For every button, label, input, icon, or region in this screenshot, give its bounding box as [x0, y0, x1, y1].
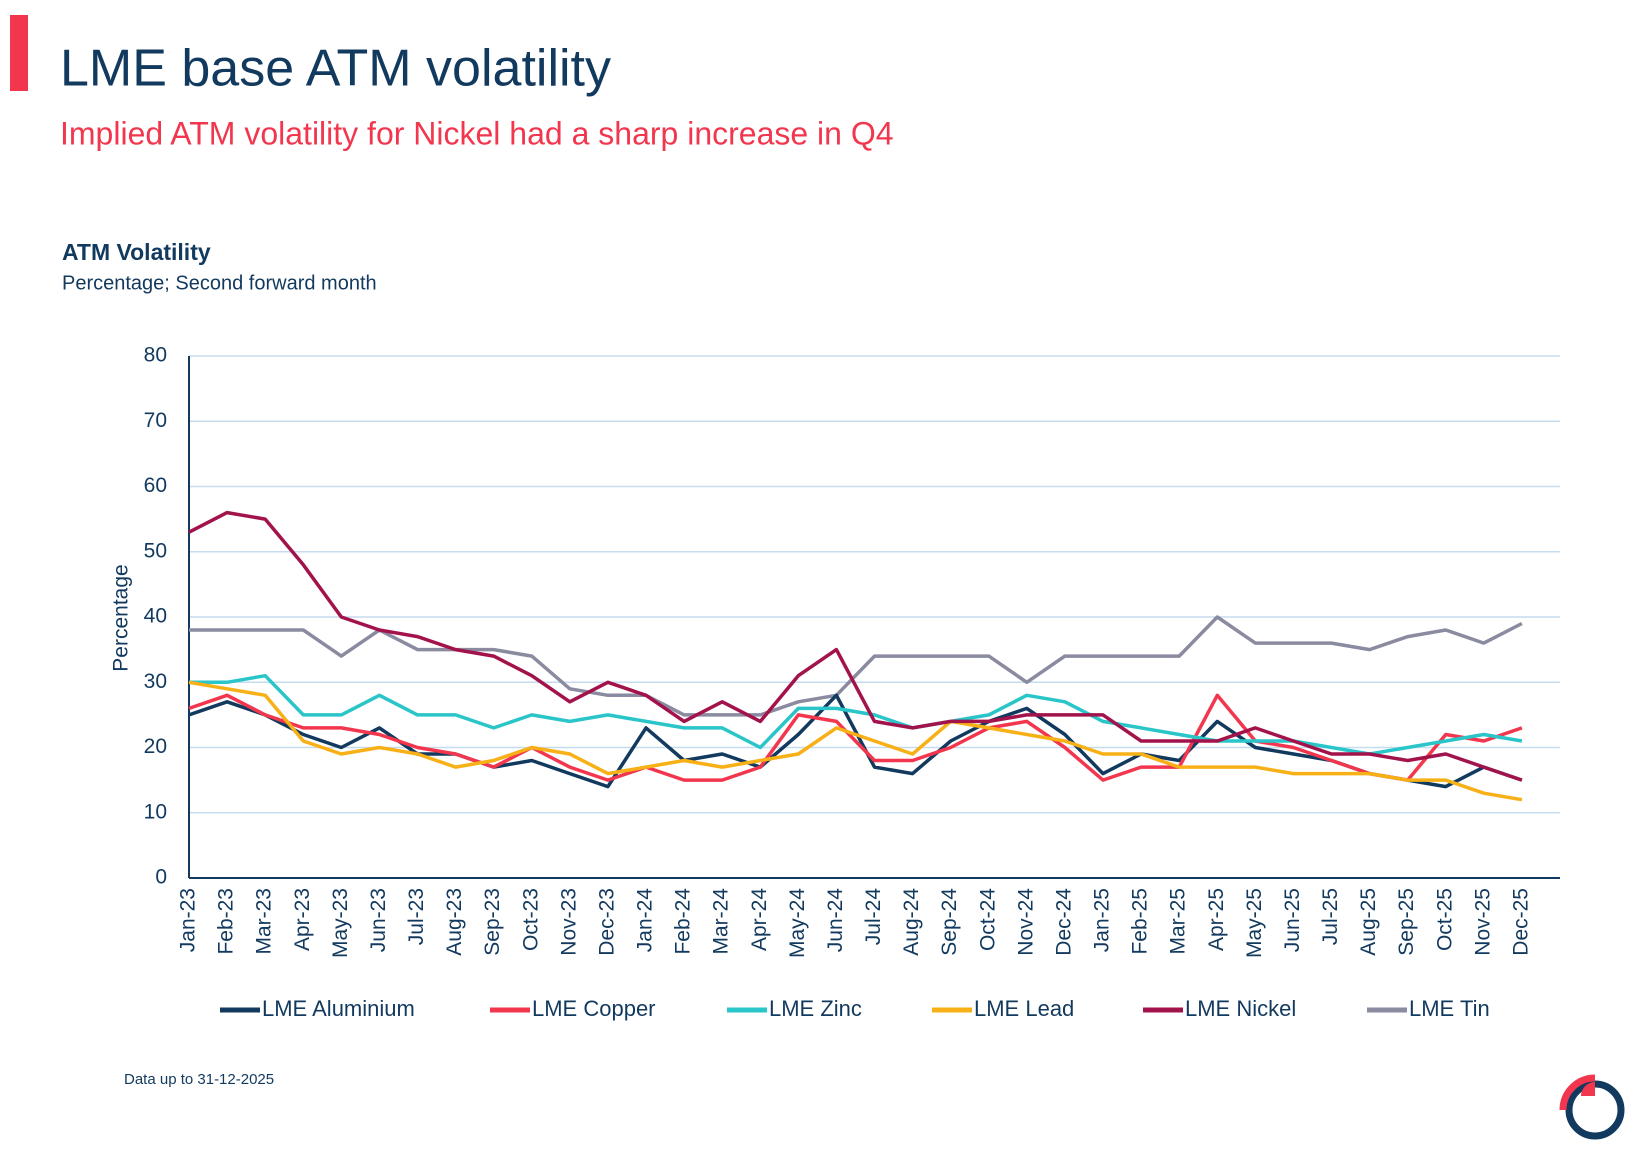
x-tick-label: Jun-25 — [1281, 888, 1304, 952]
x-tick-label: Oct-25 — [1433, 888, 1456, 951]
x-tick-label: Mar-25 — [1167, 888, 1190, 955]
series-line — [189, 615, 1523, 717]
x-tick-label: Aug-25 — [1357, 888, 1380, 956]
series-line — [188, 693, 1523, 782]
page-title: LME base ATM volatility — [60, 40, 611, 98]
series-line — [188, 680, 1523, 802]
legend-label: LME Zinc — [769, 996, 862, 1021]
x-tick-label: Aug-23 — [443, 888, 466, 956]
legend-label: LME Copper — [532, 996, 656, 1021]
x-tick-label: Aug-24 — [900, 888, 923, 956]
x-tick-label: Jul-24 — [862, 888, 885, 946]
x-tick-label: May-24 — [786, 888, 809, 958]
x-tick-label: Apr-23 — [291, 888, 314, 951]
y-tick-label: 40 — [144, 605, 167, 628]
series-line — [188, 693, 1523, 789]
x-tick-label: Jul-25 — [1319, 888, 1342, 945]
x-tick-label: Mar-23 — [253, 888, 276, 955]
x-tick-label: Jun-24 — [824, 888, 847, 953]
y-tick-label: 80 — [144, 344, 167, 367]
x-tick-label: Nov-25 — [1471, 888, 1494, 956]
x-tick-label: Sep-24 — [938, 888, 961, 956]
y-tick-label: 10 — [144, 800, 167, 823]
legend-label: LME Nickel — [1185, 996, 1296, 1021]
x-tick-label: Feb-23 — [215, 888, 238, 955]
y-tick-label: 60 — [144, 474, 167, 497]
y-tick-label: 0 — [155, 866, 167, 889]
chart-subtitle: Percentage; Second forward month — [62, 272, 377, 294]
x-tick-label: Oct-23 — [519, 888, 542, 951]
x-tick-label: Nov-24 — [1014, 888, 1037, 956]
page-subtitle: Implied ATM volatility for Nickel had a … — [60, 115, 894, 151]
x-tick-label: Dec-23 — [595, 888, 618, 956]
legend-label: LME Tin — [1409, 996, 1490, 1021]
x-tick-label: Dec-24 — [1052, 888, 1075, 956]
x-tick-label: May-25 — [1243, 888, 1266, 958]
x-tick-label: Feb-24 — [672, 888, 695, 955]
x-tick-label: Jan-25 — [1091, 888, 1114, 952]
legend-label: LME Aluminium — [262, 996, 415, 1021]
x-tick-label: Nov-23 — [557, 888, 580, 956]
x-tick-label: Jan-23 — [177, 888, 200, 952]
x-tick-label: Sep-25 — [1395, 888, 1418, 956]
x-tick-label: Jun-23 — [367, 888, 390, 952]
logo — [1559, 1074, 1625, 1140]
x-tick-label: Oct-24 — [976, 888, 999, 951]
y-tick-label: 20 — [144, 735, 167, 758]
x-tick-label: Apr-24 — [748, 888, 771, 951]
x-tick-label: May-23 — [329, 888, 352, 958]
y-tick-label: 30 — [144, 670, 167, 693]
chart-title: ATM Volatility — [62, 239, 211, 265]
x-tick-label: Dec-25 — [1509, 888, 1532, 956]
series-line — [188, 510, 1523, 782]
y-tick-label: 70 — [144, 409, 167, 432]
x-tick-label: Jan-24 — [634, 888, 657, 953]
x-tick-label: Mar-24 — [710, 888, 733, 955]
footnote: Data up to 31-12-2025 — [124, 1071, 274, 1088]
x-tick-label: Feb-25 — [1129, 888, 1152, 955]
x-tick-label: Apr-25 — [1205, 888, 1228, 951]
legend-label: LME Lead — [974, 996, 1074, 1021]
y-tick-label: 50 — [144, 539, 167, 562]
accent-bar — [10, 15, 28, 91]
x-tick-label: Sep-23 — [481, 888, 504, 956]
y-axis-label: Percentage — [110, 564, 133, 671]
x-tick-label: Jul-23 — [405, 888, 428, 945]
